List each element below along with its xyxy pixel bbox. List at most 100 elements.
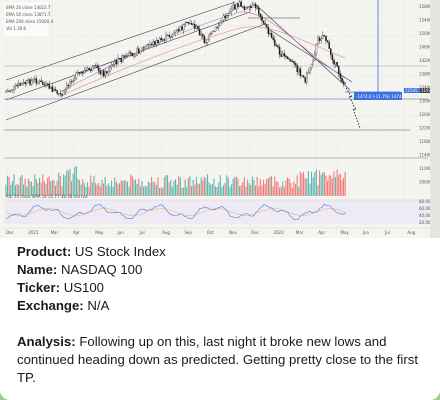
exchange-row: Exchange: N/A [17,297,427,315]
volume-bar [261,185,263,196]
time-tick-label: Sep [184,230,192,235]
volume-bar [240,185,242,196]
volume-bar [135,179,137,196]
candle-body [251,5,254,8]
volume-bar [50,181,52,196]
candle-body [312,59,314,65]
volume-bar [279,187,281,196]
volume-bar [170,179,172,196]
candle-body [323,35,326,37]
volume-bar [283,186,285,196]
volume-bar [71,180,73,196]
moving-averages [59,11,346,97]
volume-bar [202,180,204,196]
time-tick-label: 2021 [28,230,39,235]
target-box[interactable]: -1474.0 (-11.7%) 1474.0 [345,0,406,100]
volume-bar [8,177,10,196]
candle-body [282,53,284,57]
volume-bar [159,187,161,196]
candle-body [165,34,167,41]
chart-scrollbar[interactable] [430,0,440,238]
price-tick-label: 10600 [419,180,432,185]
volume-bar [312,177,314,196]
candle-body [310,64,313,68]
candle-body [106,71,108,74]
volume-bar [90,175,92,196]
volume-bar [151,177,153,196]
chart-screenshot[interactable]: EMA 20 close 14022.7 EMA 50 close 13871.… [0,0,440,238]
candle-body [341,77,343,82]
volume-bar [111,180,113,196]
candle-body [232,4,234,10]
volume-bar [335,176,337,196]
candle-body [56,90,58,94]
candle-body [230,9,233,12]
candle-body [74,77,76,81]
candle-body [42,81,44,85]
candle-body [253,3,255,6]
candle-body [114,59,116,65]
candle-body [18,83,20,87]
rsi-panel: RSI 14 close SMA 14 51.77 38.38 n/a n/a [4,194,428,224]
volume-bar [93,176,95,196]
candle-body [320,38,322,41]
volume-bar [45,184,47,196]
volume-bar [80,184,82,196]
price-axis: 15800 15400 15000 14600 14200 13800 13400 13000… [419,4,432,185]
volume-bar [69,168,71,196]
price-tick-label: 15800 [419,4,432,9]
time-tick-label: Aug [407,230,415,235]
time-tick-label: Mar [51,230,59,235]
candle-body [85,70,87,72]
candle-body [126,53,129,56]
candle-body [16,84,18,87]
candle-body [318,37,321,41]
exchange-label: Exchange: [17,298,84,313]
candle-body [8,90,10,92]
volume-bar [227,177,229,196]
volume-bar [207,174,209,196]
candle-body [91,66,94,71]
volume-bar [280,186,282,196]
candlestick-series [5,0,346,99]
candle-body [26,80,28,85]
volume-bar [53,180,55,196]
candle-body [301,75,303,77]
candle-body [334,62,337,65]
volume-bar [293,181,295,196]
volume-bar [79,180,81,196]
price-tick-label: 14600 [419,45,432,50]
candle-body [62,91,65,96]
volume-bar [282,181,284,196]
candle-body [24,82,26,85]
price-badge-2 [420,88,434,93]
candle-body [168,34,170,37]
candle-body [296,64,298,73]
candle-body [88,68,90,70]
candle-body [203,36,206,44]
volume-bar [338,174,340,196]
candle-body [178,29,180,32]
candle-body [40,80,42,83]
candle-body [58,93,60,95]
volume-bar [85,186,87,196]
volume-bar [319,170,321,196]
legend-ema50: EMA 50 close 13871.7 [6,12,51,17]
candle-body [256,7,258,9]
candle-body [154,41,156,45]
candle-body [309,67,311,73]
volume-bar [130,174,132,196]
candle-body [267,26,270,35]
candle-body [67,84,70,86]
candle-body [182,24,185,31]
candle-body [190,23,193,25]
volume-bar [157,177,159,196]
volume-bar [87,182,89,196]
candle-body [224,15,226,19]
candle-body [38,80,41,83]
price-tick-label: 11800 [419,139,432,144]
candle-body [141,47,143,52]
candle-body [261,16,263,21]
candle-body [72,79,74,82]
volume-bar [117,184,119,196]
